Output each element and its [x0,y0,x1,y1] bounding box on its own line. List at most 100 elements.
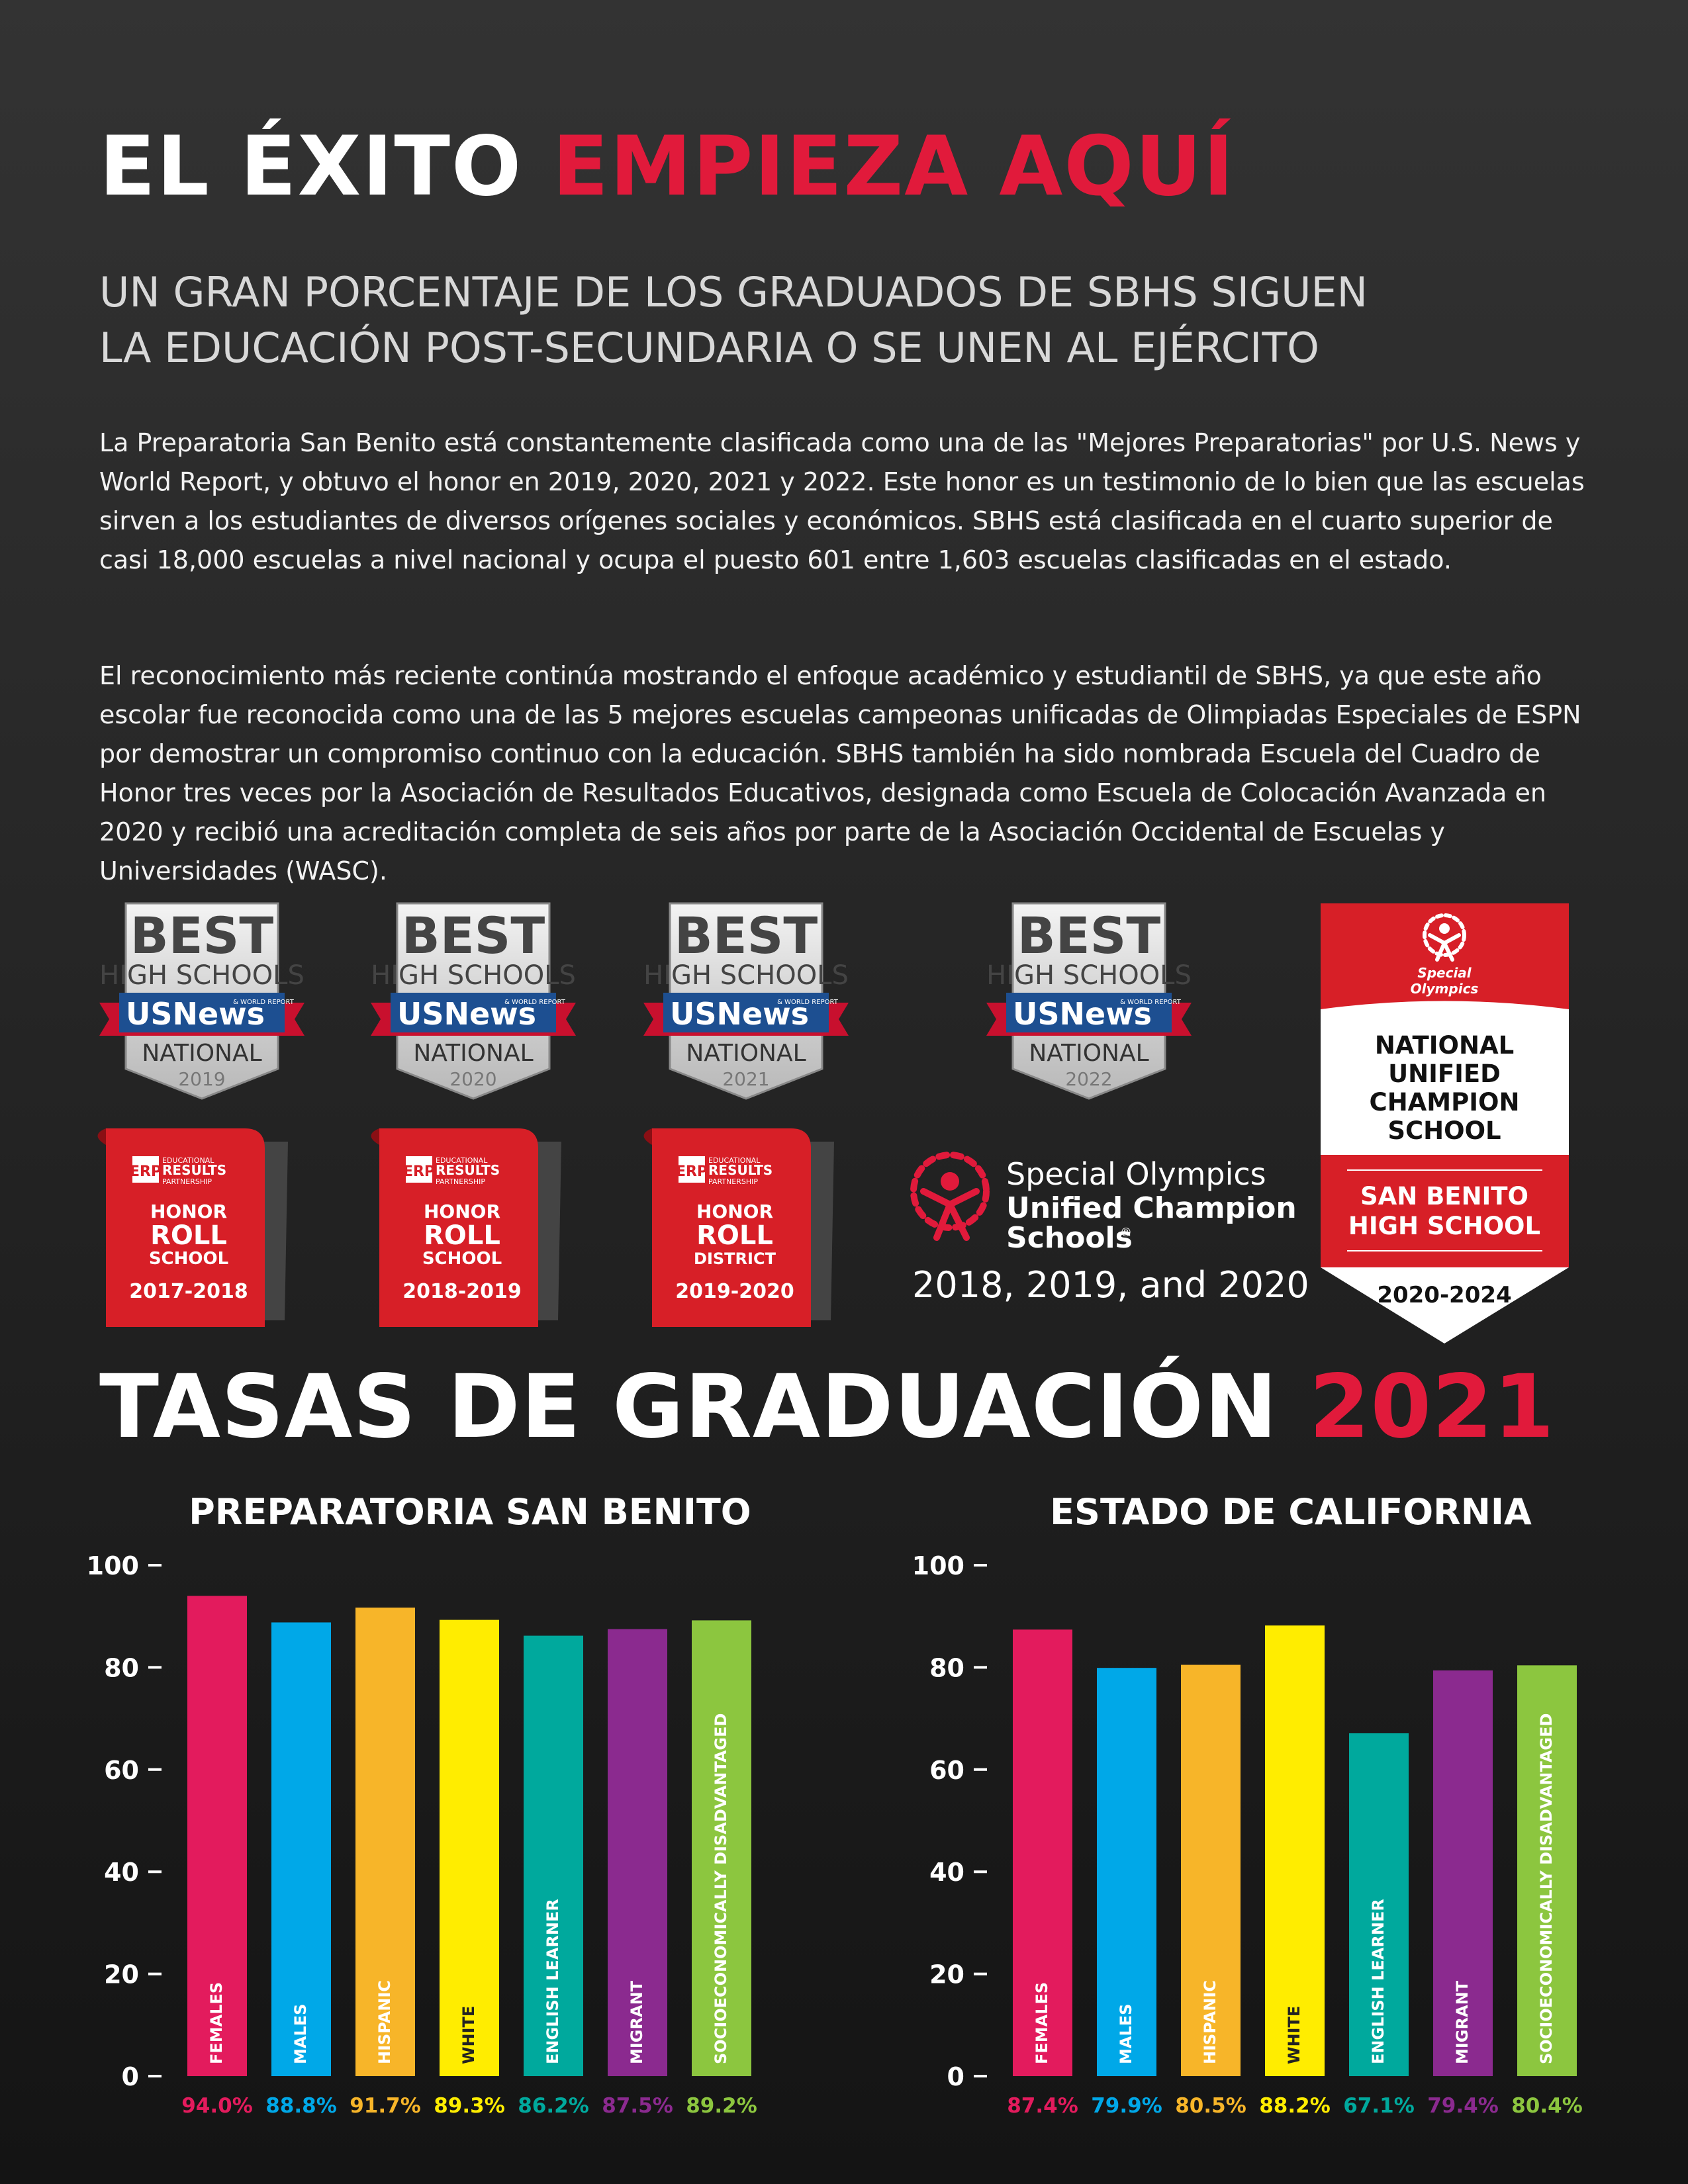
honor-line-3: SCHOOL [422,1249,502,1269]
page-title: EL ÉXITO EMPIEZA AQUÍ [99,126,1235,208]
badge-wr-text: & WORLD REPORT [233,999,295,1006]
usnews-badge-2021: BEST HIGH SCHOOLS USNews & WORLD REPORT … [643,902,849,1100]
honor-line-2: ROLL [424,1220,500,1251]
y-tick-label: 40 [929,1858,964,1887]
chart-title-california: ESTADO DE CALIFORNIA [1050,1491,1532,1533]
bar-category-label: FEMALES [1033,1982,1051,2064]
bar-socioeconomically-disadvantaged [1517,1665,1577,2076]
honor-line-2: ROLL [696,1220,773,1251]
usnews-badge-2019: BEST HIGH SCHOOLS USNews & WORLD REPORT … [99,902,305,1100]
bar-hispanic [355,1608,415,2076]
recognition-paragraph: El reconocimiento más reciente continúa … [99,661,1581,886]
y-tick-label: 60 [104,1756,139,1785]
bar-value-label: 67.1% [1343,2094,1415,2118]
usnews-badge-2022: BEST HIGH SCHOOLS USNews & WORLD REPORT … [986,902,1192,1100]
so-reg: ® [1120,1226,1132,1240]
bar-males [1097,1668,1156,2076]
bar-females [1013,1629,1072,2076]
honor-line-3: DISTRICT [694,1250,776,1268]
badge-best-text: BEST [130,906,274,965]
badge-year-text: 2020 [449,1068,496,1090]
chart-california: 0 20 40 60 80 100 FEMALES 87.4% MALES 79.9% HISPAN… [912,1551,1583,2118]
bar-category-label: HISPANIC [375,1980,394,2064]
subtitle-line-1: UN GRAN PORCENTAJE DE LOS GRADUADOS DE S… [99,268,1368,316]
erp-org-1: EDUCATIONAL [162,1156,214,1165]
y-tick-label: 80 [929,1653,964,1682]
erp-logo-text: ERP [676,1163,708,1180]
badge-year-text: 2019 [178,1068,225,1090]
badge-national-text: NATIONAL [142,1040,261,1067]
banner-logo-1: Special [1417,965,1472,981]
erp-org-1: EDUCATIONAL [708,1156,761,1165]
badge-best-text: BEST [1017,906,1161,965]
badge-national-text: NATIONAL [413,1040,533,1067]
erp-org-2: RESULTS [162,1162,226,1178]
chart-title-san-benito: PREPARATORIA SAN BENITO [189,1491,751,1533]
bar-value-label: 79.4% [1427,2094,1499,2118]
badge-brand-text: USNews [1013,996,1152,1032]
bar-socioeconomically-disadvantaged [692,1620,751,2076]
honor-line-2: ROLL [150,1220,227,1251]
badge-hs-text: HIGH SCHOOLS [986,960,1192,991]
badge-year-text: 2021 [722,1068,769,1090]
badge-hs-text: HIGH SCHOOLS [643,960,849,991]
y-tick-label: 20 [929,1960,964,1989]
erp-org-3: PARTNERSHIP [162,1177,212,1186]
title-red: EMPIEZA AQUÍ [552,119,1235,214]
bar-category-label: SOCIOECONOMICALLY DISADVANTAGED [712,1713,730,2064]
bar-value-label: 94.0% [181,2094,253,2118]
title-white: EL ÉXITO [99,119,523,214]
bar-value-label: 87.4% [1007,2094,1078,2118]
so-years: 2018, 2019, and 2020 [912,1264,1309,1306]
badge-best-text: BEST [402,906,545,965]
bar-white [1265,1625,1325,2076]
banner-so-icon [1423,913,1466,962]
bar-females [187,1596,247,2076]
erp-org-3: PARTNERSHIP [436,1177,485,1186]
badge-wr-text: & WORLD REPORT [504,999,566,1006]
badge-best-text: BEST [675,906,818,965]
champion-banner: Special Olympics NATIONAL UNIFIED CHAMPI… [1321,903,1569,1343]
bar-category-label: WHITE [1285,2006,1303,2064]
banner-line-2: UNIFIED [1388,1060,1501,1088]
bar-value-label: 80.5% [1175,2094,1246,2118]
honor-years: 2018-2019 [402,1280,521,1303]
badge-national-text: NATIONAL [1029,1040,1149,1067]
bar-category-label: MIGRANT [1453,1980,1472,2064]
badge-wr-text: & WORLD REPORT [777,999,839,1006]
bar-value-label: 79.9% [1091,2094,1162,2118]
honor-line-1: HONOR [424,1201,500,1222]
erp-org-2: RESULTS [708,1162,773,1178]
honor-roll-badge-2019: ERP EDUCATIONAL RESULTS PARTNERSHIP HONO… [643,1128,834,1327]
bar-category-label: MIGRANT [628,1980,646,2064]
erp-logo-text: ERP [403,1163,435,1180]
y-tick-label: 100 [87,1551,139,1580]
y-tick-label: 60 [929,1756,964,1785]
bar-category-label: ENGLISH LEARNER [1369,1899,1387,2064]
bar-hispanic [1181,1664,1241,2076]
bar-value-label: 86.2% [518,2094,589,2118]
badge-hs-text: HIGH SCHOOLS [99,960,305,991]
bar-category-label: MALES [1117,2004,1135,2064]
bar-category-label: ENGLISH LEARNER [543,1899,562,2064]
intro-paragraph: La Preparatoria San Benito está constant… [99,428,1585,574]
badge-national-text: NATIONAL [686,1040,806,1067]
bar-category-label: FEMALES [207,1982,226,2064]
y-tick-label: 100 [912,1551,964,1580]
bar-value-label: 89.3% [434,2094,505,2118]
honor-roll-badge-2018: ERP EDUCATIONAL RESULTS PARTNERSHIP HONO… [371,1128,561,1327]
badge-brand-text: USNews [670,996,809,1032]
usnews-badge-2020: BEST HIGH SCHOOLS USNews & WORLD REPORT … [371,902,576,1100]
badge-wr-text: & WORLD REPORT [1120,999,1182,1006]
honor-line-1: HONOR [150,1201,227,1222]
subtitle-line-2: LA EDUCACIÓN POST-SECUNDARIA O SE UNEN A… [99,324,1319,372]
badge-brand-text: USNews [126,996,265,1032]
badge-hs-text: HIGH SCHOOLS [371,960,576,991]
bar-value-label: 91.7% [350,2094,421,2118]
banner-years: 2020-2024 [1377,1282,1511,1308]
section-title: TASAS DE GRADUACIÓN 2021 [99,1363,1555,1451]
erp-org-2: RESULTS [436,1162,500,1178]
section-title-white: TASAS DE GRADUACIÓN [99,1356,1278,1458]
bar-value-label: 89.2% [686,2094,757,2118]
bar-category-label: SOCIOECONOMICALLY DISADVANTAGED [1537,1713,1556,2064]
